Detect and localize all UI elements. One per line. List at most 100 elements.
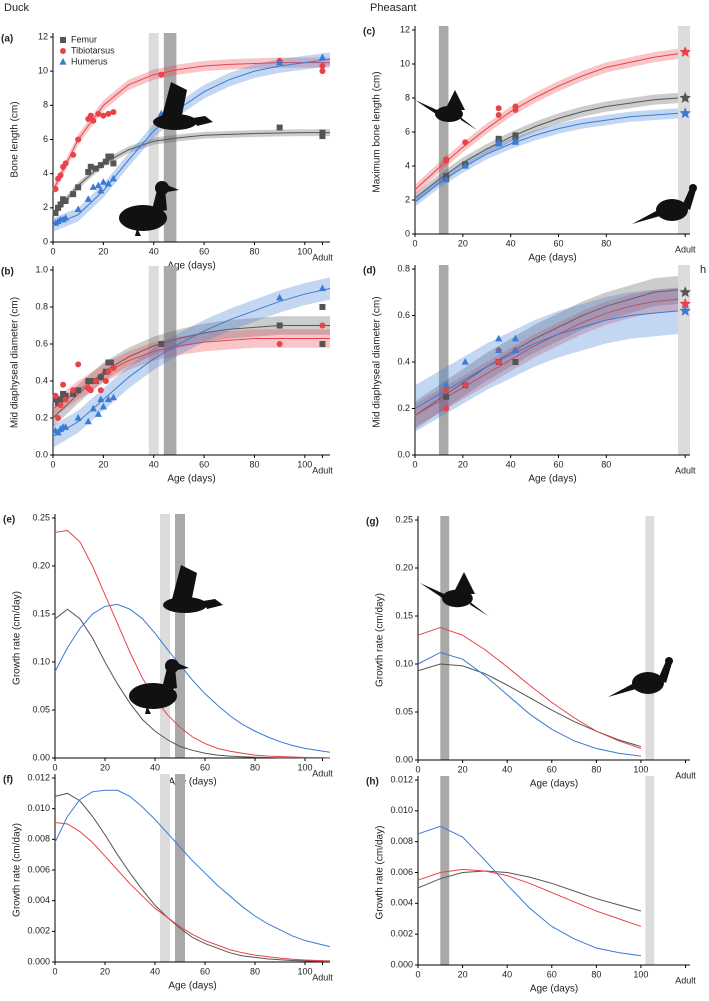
y-tick-label: 0.010 [27, 803, 50, 813]
marker [105, 110, 112, 117]
x-tick-label: 40 [149, 459, 159, 469]
x-tick-label: Adult [675, 770, 696, 780]
panel-label: (f) [3, 775, 13, 786]
y-tick-label: 0.25 [395, 514, 413, 524]
marker [87, 387, 94, 394]
marker [75, 361, 82, 368]
x-tick-label: Adult [675, 244, 696, 254]
x-tick-label: 100 [633, 969, 648, 979]
x-tick-label: 100 [297, 246, 312, 256]
x-tick-label: 0 [52, 966, 57, 976]
y-tick-label: 4 [405, 160, 410, 170]
y-tick-label: 0.002 [27, 926, 50, 936]
age-band [163, 266, 177, 455]
y-axis-label: Mid diaphyseal diameter (cm) [10, 297, 21, 428]
x-tick-label: Adult [675, 465, 696, 475]
marker [94, 181, 102, 189]
marker [110, 160, 117, 167]
x-tick-label: 60 [547, 969, 557, 979]
fit-line [414, 53, 679, 191]
y-tick-label: 0.002 [390, 929, 413, 939]
confidence-band [53, 129, 330, 219]
y-tick-label: 8 [405, 92, 410, 102]
marker [89, 404, 97, 412]
marker [110, 365, 117, 372]
marker [443, 156, 450, 163]
marker [62, 198, 69, 204]
y-tick-label: 0.05 [395, 706, 413, 716]
adult-marker [679, 107, 691, 119]
marker [70, 151, 77, 158]
x-tick-label: Adult [312, 972, 333, 982]
growth-line [417, 663, 642, 748]
marker [443, 393, 450, 400]
y-tick-label: 0.15 [32, 608, 50, 618]
marker [109, 393, 118, 401]
x-tick-label: 40 [149, 246, 159, 256]
y-tick-label: 0.8 [35, 301, 48, 311]
marker [70, 191, 77, 198]
adult-marker [679, 92, 691, 103]
marker [92, 378, 99, 384]
x-axis-label: Age (days) [530, 779, 578, 790]
marker [104, 395, 112, 403]
x-tick-label: 0 [52, 762, 57, 772]
marker [319, 68, 326, 75]
y-tick-label: 0.010 [390, 805, 413, 815]
confidence-band [53, 57, 330, 196]
growth-line [417, 870, 642, 912]
marker [92, 165, 99, 172]
y-tick-label: 2 [43, 202, 48, 212]
age-band [175, 514, 185, 758]
x-tick-label: 60 [199, 246, 209, 256]
marker [443, 386, 450, 393]
marker [276, 293, 284, 301]
marker [495, 112, 502, 118]
column-title: Duck [4, 2, 30, 14]
marker [55, 400, 62, 407]
x-tick-label: 80 [249, 459, 259, 469]
x-tick-label: 0 [415, 764, 420, 774]
legend-label: Femur [71, 34, 97, 44]
x-tick-label: 20 [100, 966, 110, 976]
y-tick-label: 0.6 [35, 338, 48, 348]
age-band [160, 774, 170, 962]
marker [158, 341, 165, 347]
marker [318, 53, 327, 61]
marker [89, 183, 97, 190]
marker [276, 124, 283, 131]
margin-note: h [700, 264, 706, 276]
marker [512, 103, 519, 110]
x-tick-label: 60 [200, 762, 210, 772]
x-tick-label: 20 [98, 459, 108, 469]
x-axis-label: Age (days) [167, 261, 215, 272]
marker [319, 129, 326, 136]
marker [74, 414, 82, 421]
marker [276, 322, 283, 329]
marker [99, 178, 107, 185]
y-tick-label: 0.004 [390, 898, 413, 908]
x-tick-label: 80 [591, 969, 601, 979]
marker [97, 162, 104, 169]
y-tick-label: 0.2 [397, 403, 410, 413]
y-tick-label: 0.012 [390, 774, 413, 784]
marker [99, 402, 107, 410]
age-band [148, 33, 159, 242]
marker [276, 58, 284, 66]
growth-line [417, 825, 642, 957]
marker [104, 179, 112, 187]
confidence-band [415, 275, 679, 430]
x-axis-label: Age (days) [168, 777, 216, 788]
y-tick-label: 10 [400, 58, 410, 68]
marker [109, 174, 118, 182]
y-tick-label: 12 [38, 31, 48, 41]
marker [84, 417, 92, 425]
growth-line [417, 626, 642, 749]
marker [94, 410, 102, 417]
marker [105, 368, 112, 375]
x-tick-label: 60 [547, 764, 557, 774]
marker [107, 153, 114, 160]
y-tick-label: 0.05 [32, 704, 50, 714]
